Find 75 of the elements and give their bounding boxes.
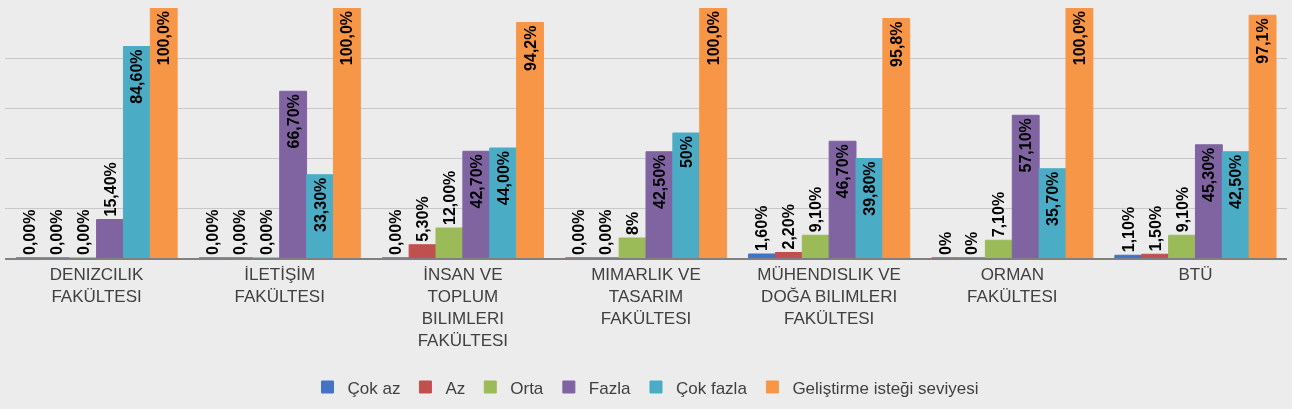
bar [774,252,803,258]
data-label: 12,00% [440,170,458,225]
bar [332,8,361,258]
data-label: 2,20% [780,204,798,250]
data-label: 44,00% [494,151,512,206]
data-label: 46,70% [834,144,852,199]
data-label: 94,2% [521,25,539,71]
data-label: 100,0% [155,11,173,66]
data-label: 1,60% [753,205,771,251]
bar [279,90,308,258]
data-label: 0,00% [387,209,405,255]
data-label: 1,10% [1119,206,1137,253]
bar [672,132,701,258]
bar [435,227,464,258]
data-label: 57,10% [1017,118,1035,173]
data-label: 0,00% [47,209,65,255]
legend-label: Orta [510,378,544,398]
bar [96,219,124,258]
data-label: 42,50% [1227,154,1245,210]
data-label: 100,0% [338,11,356,66]
bar [618,237,647,258]
legend-label: Çok az [347,378,401,398]
legend-label: Geliştirme isteği seviyesi [792,378,979,398]
data-label: 95,8% [887,21,905,67]
data-label: 0,00% [20,209,38,255]
legend-label: Fazla [588,378,631,398]
data-label: 33,30% [311,177,329,233]
data-label: 0,00% [257,209,275,255]
x-tick-label: İNSAN VE TOPLUM BILIMLERI FAKÜLTESI [417,265,509,351]
bar [149,8,178,258]
bar [516,22,544,258]
data-label: 9,10% [807,186,825,233]
bar [1141,253,1170,258]
data-label: 42,70% [467,154,485,209]
data-label: 66,70% [284,94,302,149]
data-label: 0,00% [570,209,588,255]
x-tick-label: MÜHENDISLIK VE DOĞA BILIMLERI FAKÜLTESI [757,265,901,329]
bar [1248,14,1277,258]
data-label: 0,00% [230,209,248,255]
data-label: 9,10% [1173,186,1191,233]
bar [408,244,437,258]
data-label: 45,30% [1200,147,1218,203]
x-tick-label: MIMARLIK VE TASARIM FAKÜLTESI [591,265,701,329]
bar [801,234,830,258]
data-label: 97,1% [1254,18,1272,64]
bar [1065,8,1094,258]
data-label: 39,80% [860,161,878,216]
data-label: 0% [936,231,954,255]
bar [1114,254,1143,258]
x-tick-label: İLETİŞİM FAKÜLTESI [234,265,325,307]
data-label: 1,50% [1146,205,1164,252]
x-tick-label: DENIZCILIK FAKÜLTESI [49,265,144,307]
legend-label: Az [445,378,466,398]
data-label: 7,10% [990,191,1008,238]
x-tick-label: ORMAN FAKÜLTESI [967,265,1058,307]
data-label: 0% [963,231,981,255]
bar [748,253,776,258]
data-label: 15,40% [101,162,119,217]
bar [1168,234,1196,258]
data-label: 0,00% [204,209,222,255]
data-label: 42,50% [650,154,668,210]
data-label: 100,0% [1070,11,1088,66]
data-label: 5,30% [414,196,432,242]
data-label: 50% [677,136,695,169]
data-label: 35,70% [1044,171,1062,227]
x-tick-label: BTÜ [1178,265,1213,285]
bar [699,8,728,258]
data-label: 0,00% [74,209,92,255]
legend-label: Çok fazla [675,378,748,398]
bar [882,18,911,258]
data-label: 84,60% [128,49,146,104]
data-label: 100,0% [704,11,722,66]
data-label: 8% [624,211,642,235]
bar [984,239,1013,258]
data-label: 0,00% [597,209,615,255]
